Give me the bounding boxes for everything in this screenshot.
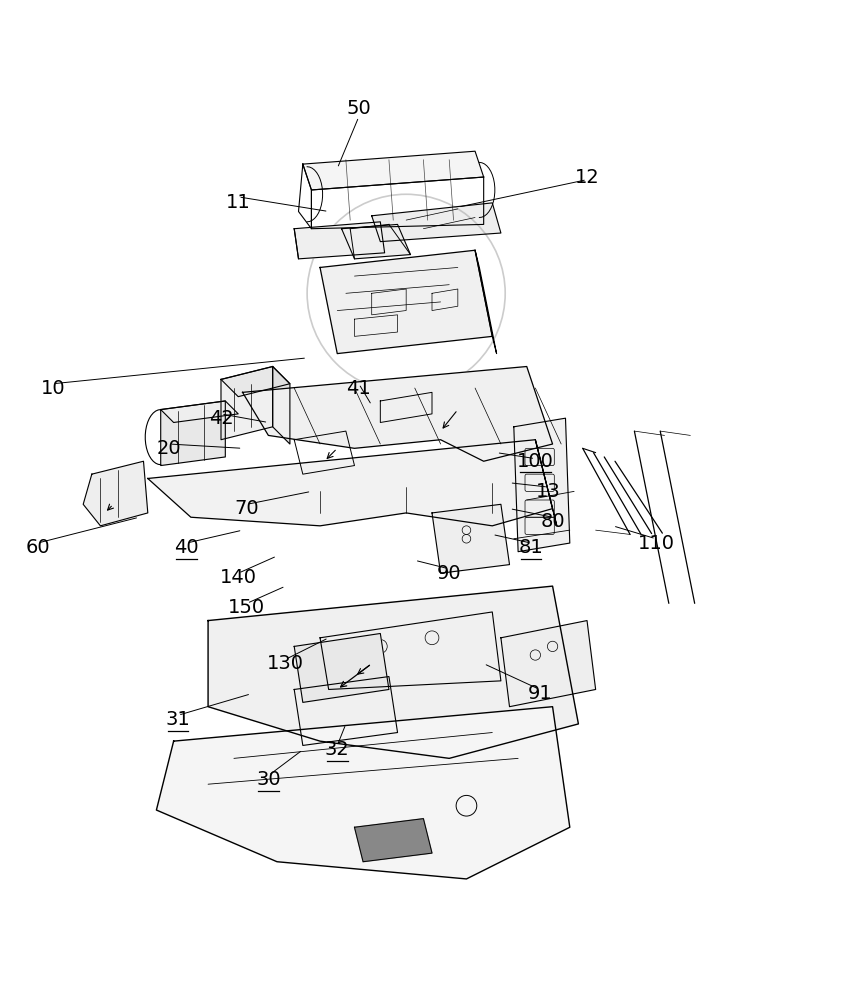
Polygon shape	[295, 633, 389, 702]
Polygon shape	[432, 504, 510, 573]
Polygon shape	[354, 819, 432, 862]
Text: 80: 80	[540, 512, 565, 531]
Text: 40: 40	[175, 538, 199, 557]
Text: 90: 90	[437, 564, 461, 583]
Text: 150: 150	[228, 598, 265, 617]
Polygon shape	[273, 367, 290, 444]
Polygon shape	[501, 621, 595, 707]
Polygon shape	[161, 401, 226, 466]
Polygon shape	[302, 151, 484, 190]
Text: 50: 50	[346, 99, 372, 118]
Text: 30: 30	[256, 770, 281, 789]
Text: 42: 42	[208, 409, 233, 428]
Text: 13: 13	[536, 482, 561, 501]
Text: 20: 20	[157, 439, 181, 458]
Polygon shape	[320, 250, 492, 354]
Polygon shape	[208, 586, 578, 758]
Text: 10: 10	[41, 379, 66, 398]
Polygon shape	[83, 461, 148, 526]
Polygon shape	[514, 418, 569, 552]
Polygon shape	[221, 367, 273, 440]
Polygon shape	[372, 203, 501, 242]
Text: 11: 11	[226, 193, 251, 212]
Text: 41: 41	[346, 379, 372, 398]
Polygon shape	[221, 367, 290, 397]
Polygon shape	[295, 222, 384, 259]
Text: 60: 60	[25, 538, 50, 557]
Text: 100: 100	[517, 452, 554, 471]
Polygon shape	[148, 440, 553, 526]
Text: 70: 70	[234, 499, 259, 518]
Text: 140: 140	[219, 568, 257, 587]
Polygon shape	[161, 401, 238, 422]
Polygon shape	[341, 224, 410, 259]
Text: 91: 91	[527, 684, 552, 703]
Polygon shape	[243, 367, 553, 461]
Text: 110: 110	[638, 534, 675, 553]
Text: 12: 12	[575, 168, 600, 187]
Text: 130: 130	[267, 654, 304, 673]
Polygon shape	[156, 707, 569, 879]
Text: 81: 81	[518, 538, 543, 557]
Text: 32: 32	[325, 740, 350, 759]
Text: 31: 31	[166, 710, 190, 729]
